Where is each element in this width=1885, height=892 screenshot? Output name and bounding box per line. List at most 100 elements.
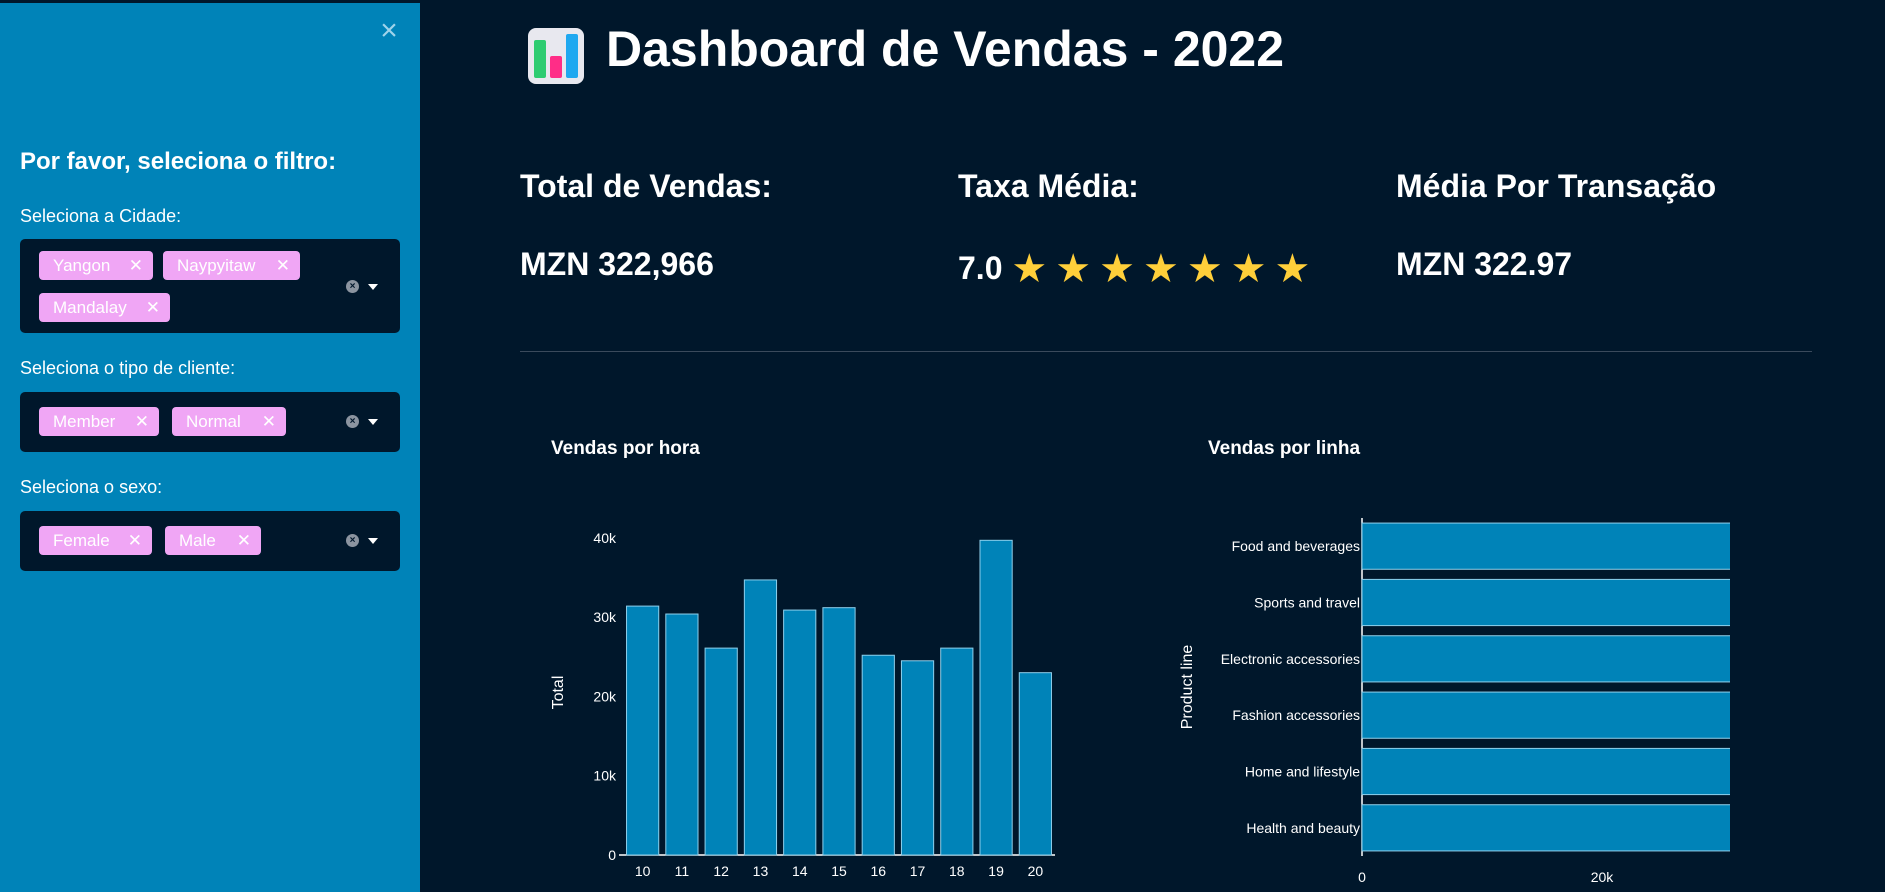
y-tick-label: Food and beverages [1232,538,1360,554]
star-icon: ★ [1274,247,1311,291]
bar [1361,691,1730,739]
bar-chart-icon [528,28,584,84]
customer-tag-normal: Normal ✕ [172,407,286,436]
customer-type-multiselect[interactable]: Member ✕ Normal ✕ × [20,392,400,452]
gender-tag-male: Male ✕ [165,526,261,555]
tag-label: Normal [186,412,241,431]
bar [1361,522,1730,570]
tag-remove-icon[interactable]: ✕ [127,531,142,550]
average-rating-label: Taxa Média: [958,168,1139,204]
product-line-chart-title: Vendas por linha [1208,438,1361,459]
city-tag-naypyitaw: Naypyitaw ✕ [163,251,300,280]
city-multiselect[interactable]: Yangon ✕ Naypyitaw ✕ Mandalay ✕ × [20,239,400,333]
y-axis-title: Total [550,676,567,710]
tag-remove-icon[interactable]: ✕ [134,412,149,431]
y-tick-label: Electronic accessories [1221,651,1360,667]
product-line-chart: Food and beverages Sports and travel Elect… [1179,518,1730,885]
bar [900,660,935,856]
chevron-down-icon[interactable] [368,419,378,425]
y-tick-label: 40k [593,530,617,546]
x-tick-label: 13 [753,863,769,879]
gender-filter-label: Seleciona o sexo: [20,477,163,497]
bar [1361,804,1730,852]
y-tick-label: 0 [608,847,616,863]
clear-all-icon[interactable]: × [346,280,359,293]
rating-stars: ★ ★ ★ ★ ★ ★ ★ [1011,247,1318,291]
star-icon: ★ [1099,247,1135,291]
y-tick-label: 10k [593,768,617,784]
x-tick-label: 19 [988,863,1004,879]
y-tick-label: Sports and travel [1254,595,1360,611]
x-tick-label: 12 [713,863,729,879]
x-tick-label: 14 [792,863,808,879]
y-tick-label: 30k [593,609,617,625]
tag-label: Mandalay [53,298,127,317]
bar [626,605,660,856]
bar [1361,578,1730,627]
y-axis-title: Product line [1179,645,1196,730]
tag-label: Male [179,531,216,550]
bar [1361,635,1730,683]
total-sales-value: MZN 322,966 [520,246,714,282]
x-tick-label: 15 [831,863,847,879]
x-tick-label: 16 [870,863,886,879]
page-title: Dashboard de Vendas - 2022 [606,21,1285,77]
close-icon[interactable]: × [380,14,398,47]
y-tick-label: Home and lifestyle [1245,764,1360,780]
star-icon: ★ [1142,247,1179,291]
average-rating-block: 7.0 ★ ★ ★ ★ ★ ★ ★ [958,246,1318,292]
avg-per-transaction-label: Média Por Transação [1396,168,1717,204]
hourly-sales-chart: 0 10k 20k 30k 40k Total 10 11 12 13 14 15 16 17 18 19 20 [550,530,1055,879]
bar [1018,672,1052,856]
tag-remove-icon[interactable]: ✕ [145,298,160,317]
tag-label: Member [53,412,116,431]
clear-all-icon[interactable]: × [346,415,359,428]
sidebar-heading: Por favor, seleciona o filtro: [20,148,337,175]
y-tick-label: Fashion accessories [1232,707,1360,723]
x-tick-label: 18 [949,863,965,879]
gender-tag-female: Female ✕ [39,526,152,555]
city-tag-yangon: Yangon ✕ [39,251,153,280]
tag-remove-icon[interactable]: ✕ [236,531,251,550]
hourly-sales-chart-title: Vendas por hora [551,438,700,459]
bar [979,539,1013,856]
gender-multiselect[interactable]: Female ✕ Male ✕ × [20,511,400,571]
bar [704,647,738,856]
city-filter-label: Seleciona a Cidade: [20,206,182,226]
x-tick-label: 17 [910,863,926,879]
bar [940,647,974,856]
customer-tag-member: Member ✕ [39,407,159,436]
y-tick-label: Health and beauty [1246,820,1360,836]
chevron-down-icon[interactable] [368,538,378,544]
star-icon: ★ [1186,247,1223,291]
customer-type-filter-label: Seleciona o tipo de cliente: [20,358,236,378]
bar [861,654,895,856]
tag-remove-icon[interactable]: ✕ [261,412,276,431]
y-tick-label: 20k [593,688,617,704]
avg-per-transaction-value: MZN 322.97 [1396,246,1573,282]
tag-label: Yangon [53,256,111,275]
city-tag-mandalay: Mandalay ✕ [39,293,170,322]
x-tick-label: 20k [1591,869,1615,885]
x-tick-label: 11 [675,863,690,879]
x-tick-label: 10 [635,863,651,879]
bar [743,579,778,856]
bar [822,607,856,856]
star-icon: ★ [1055,247,1092,291]
bar [1361,747,1730,796]
star-icon: ★ [1011,247,1048,291]
tag-label: Female [53,531,110,550]
average-rating-value: 7.0 [958,250,1003,286]
sidebar: × Por favor, seleciona o filtro: Selecio… [0,0,420,892]
section-divider [520,351,1812,352]
tag-label: Naypyitaw [177,256,256,275]
total-sales-label: Total de Vendas: [520,168,772,204]
tag-remove-icon[interactable]: ✕ [275,256,290,275]
tag-remove-icon[interactable]: ✕ [128,256,143,275]
x-tick-label: 0 [1358,869,1366,885]
chevron-down-icon[interactable] [368,284,378,290]
bar [783,609,817,856]
clear-all-icon[interactable]: × [346,534,359,547]
bar [665,613,699,856]
x-tick-label: 20 [1028,863,1044,879]
